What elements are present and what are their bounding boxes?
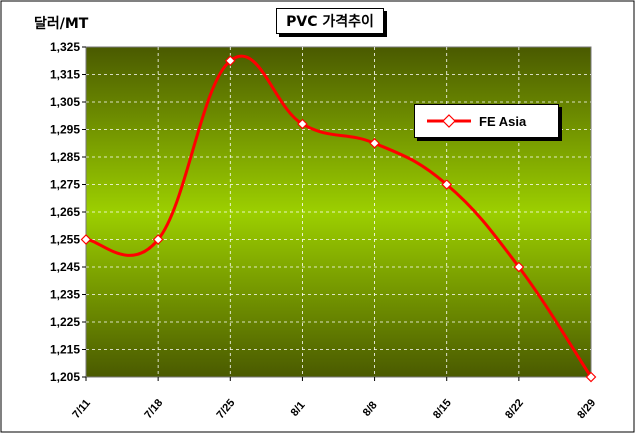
data-point: [585, 371, 597, 383]
data-point: [513, 261, 525, 273]
y-axis-ticks: 1,205 1,215 1,225 1,235 1,245 1,255 1,265 1,275…: [50, 40, 86, 384]
y-tick-label: 1,265: [50, 205, 80, 219]
y-tick-label: 1,255: [50, 233, 80, 247]
y-tick-label: 1,295: [50, 123, 80, 137]
y-tick-label: 1,205: [50, 370, 80, 384]
series-layer: [80, 54, 597, 383]
data-point: [369, 137, 380, 149]
data-point: [441, 179, 453, 190]
y-tick-label: 1,305: [50, 95, 80, 109]
data-point: [152, 234, 164, 245]
chart-title: PVC 가격추이: [276, 8, 384, 34]
y-tick-label: 1,325: [50, 40, 80, 54]
y-axis-unit-label: 달러/MT: [34, 16, 89, 32]
y-tick-label: 1,285: [50, 150, 80, 164]
y-tick-label: 1,225: [50, 315, 80, 329]
y-tick-label: 1,215: [50, 343, 80, 357]
legend-swatch: [427, 114, 471, 128]
y-tick-label: 1,235: [50, 288, 80, 302]
series-line: [85, 54, 593, 378]
y-tick-label: 1,275: [50, 178, 80, 192]
data-point: [80, 234, 92, 245]
data-point: [297, 118, 308, 130]
data-point: [224, 55, 236, 67]
legend: FE Asia: [414, 104, 559, 138]
legend-label: FE Asia: [479, 113, 527, 129]
y-tick-label: 1,315: [50, 68, 80, 82]
y-tick-label: 1,245: [50, 260, 80, 274]
